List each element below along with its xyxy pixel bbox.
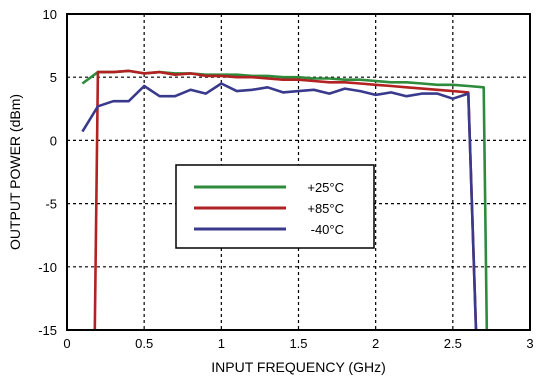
plot-frame (66, 13, 531, 331)
legend-label-3: -40°C (311, 222, 344, 237)
y-axis-title: OUTPUT POWER (dBm) (7, 94, 23, 250)
series-line-2 (93, 69, 478, 331)
y-tick-label: -15 (38, 323, 57, 338)
x-tick-label: 3 (526, 336, 533, 351)
x-tick-label: 1.5 (289, 336, 307, 351)
series-line-3 (81, 82, 478, 331)
y-tick-label: -10 (38, 260, 57, 275)
y-tick-label: 0 (50, 133, 57, 148)
x-axis-title: INPUT FREQUENCY (GHz) (211, 359, 386, 375)
legend-label-1: +25°C (307, 180, 344, 195)
x-tick-label: 1 (218, 336, 225, 351)
legend-label-2: +85°C (307, 201, 344, 216)
y-tick-label: 10 (43, 7, 57, 22)
y-tick-label: -5 (45, 197, 57, 212)
y-tick-label: 5 (50, 70, 57, 85)
legend: +25°C +85°C -40°C (175, 164, 375, 249)
x-tick-label: 0 (63, 336, 70, 351)
tick-labels: 0 0.5 1 1.5 2 2.5 3 10 5 0 -5 -10 -15 (38, 7, 533, 351)
x-tick-label: 2.5 (444, 336, 462, 351)
x-tick-label: 0.5 (135, 336, 153, 351)
x-tick-label: 2 (372, 336, 379, 351)
series-layer (81, 69, 489, 331)
